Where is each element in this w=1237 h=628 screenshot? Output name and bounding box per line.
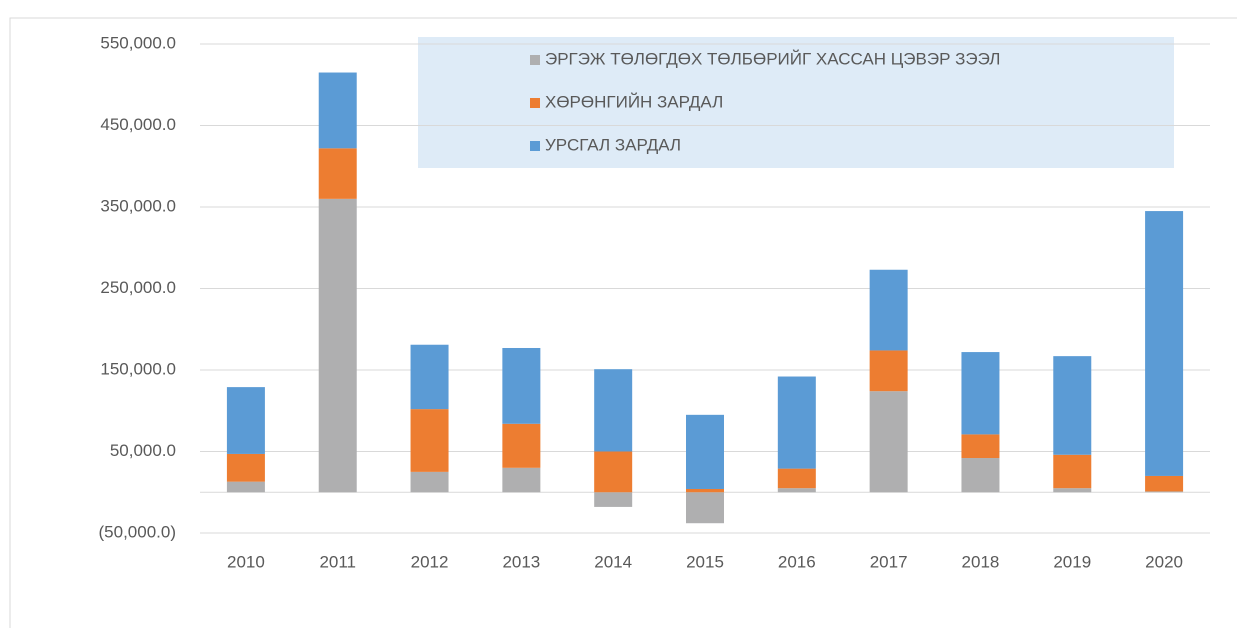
bar-segment bbox=[777, 468, 816, 489]
x-tick-label: 2018 bbox=[962, 552, 1000, 571]
x-tick-label: 2020 bbox=[1145, 552, 1183, 571]
x-tick-label: 2010 bbox=[227, 552, 265, 571]
legend-label: ХӨРӨНГИЙН ЗАРДАЛ bbox=[545, 92, 723, 111]
bar-segment bbox=[1145, 475, 1184, 492]
x-tick-label: 2015 bbox=[686, 552, 724, 571]
bar-segment bbox=[594, 492, 633, 507]
bar-segment bbox=[869, 269, 908, 351]
x-tick-label: 2013 bbox=[502, 552, 540, 571]
bar-segment bbox=[1053, 488, 1092, 493]
y-tick-label: 250,000.0 bbox=[100, 278, 176, 297]
bar-segment bbox=[226, 453, 265, 482]
bar-segment bbox=[686, 414, 724, 489]
bar-segment bbox=[961, 458, 1000, 493]
bar-segment bbox=[777, 488, 816, 493]
y-tick-label: 550,000.0 bbox=[100, 33, 176, 52]
y-tick-label: 50,000.0 bbox=[110, 441, 176, 460]
bar-segment bbox=[502, 423, 541, 468]
bar-segment bbox=[226, 387, 265, 454]
bar-segment bbox=[410, 344, 449, 410]
bar-segment bbox=[777, 376, 816, 469]
bar-segment bbox=[226, 481, 265, 493]
x-tick-label: 2012 bbox=[411, 552, 449, 571]
bar-segment bbox=[410, 471, 449, 493]
legend-swatch bbox=[530, 55, 540, 65]
bar-segment bbox=[1145, 211, 1184, 476]
legend-label: УРСГАЛ ЗАРДАЛ bbox=[545, 135, 681, 154]
chart-frame bbox=[9, 17, 1237, 628]
y-tick-label: 450,000.0 bbox=[100, 115, 176, 134]
bar-segment bbox=[1053, 454, 1092, 489]
bar-segment bbox=[594, 451, 633, 493]
bar-segment bbox=[1053, 356, 1092, 455]
legend-swatch bbox=[530, 98, 540, 108]
y-tick-label: (50,000.0) bbox=[99, 522, 177, 541]
bar-segment bbox=[1145, 491, 1184, 493]
legend-swatch bbox=[530, 141, 540, 151]
x-tick-label: 2019 bbox=[1053, 552, 1091, 571]
bar-segment bbox=[869, 350, 908, 392]
bar-segment bbox=[318, 198, 357, 493]
bar-segment bbox=[961, 434, 1000, 459]
bar-segment bbox=[686, 488, 724, 493]
legend-label: ЭРГЭЖ ТӨЛӨГДӨХ ТӨЛБӨРИЙГ ХАССАН ЦЭВЭР ЗЭ… bbox=[545, 49, 1000, 68]
bar-segment bbox=[686, 492, 724, 524]
bar-segment bbox=[318, 72, 357, 149]
bar-segment bbox=[410, 409, 449, 472]
y-tick-label: 150,000.0 bbox=[100, 359, 176, 378]
bar-segment bbox=[869, 391, 908, 493]
bar-segment bbox=[961, 352, 1000, 435]
bar-segment bbox=[594, 369, 633, 452]
x-tick-label: 2017 bbox=[870, 552, 908, 571]
bar-segment bbox=[318, 148, 357, 199]
x-tick-label: 2016 bbox=[778, 552, 816, 571]
x-tick-label: 2011 bbox=[319, 552, 356, 571]
bar-segment bbox=[502, 467, 541, 493]
legend-box bbox=[418, 37, 1174, 168]
bar-segment bbox=[502, 347, 541, 424]
y-tick-label: 350,000.0 bbox=[100, 196, 176, 215]
x-tick-label: 2014 bbox=[594, 552, 632, 571]
